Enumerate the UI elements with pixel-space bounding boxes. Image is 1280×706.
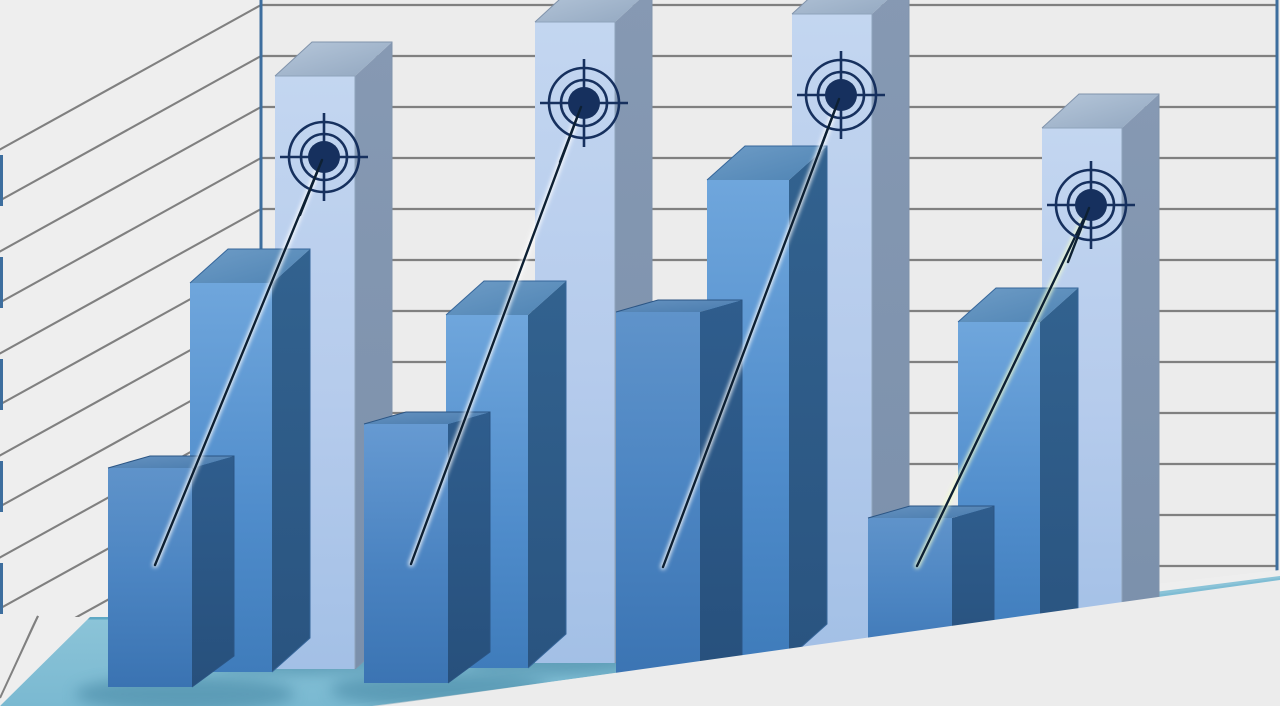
dark-bar-2-side — [448, 412, 490, 683]
floor-right-wedge — [378, 580, 1280, 706]
mid-bar-4-side — [1040, 288, 1078, 646]
needle-4 — [915, 206, 1091, 568]
dark-bar-2 — [363, 411, 491, 684]
mid-bar-2-side — [528, 281, 566, 668]
light-bar-3-side — [872, 0, 909, 655]
dark-bar-2-front — [364, 424, 448, 683]
light-bar-2-top — [535, 0, 639, 22]
light-bar-3-top — [792, 0, 888, 14]
target-markers — [280, 51, 1135, 249]
target-marker-3-icon[interactable] — [797, 51, 885, 139]
dark-bar-3-front — [616, 312, 700, 687]
mid-bar-2-top — [446, 281, 566, 315]
dark-bar-3 — [615, 299, 743, 688]
target-marker-2-icon[interactable] — [540, 59, 628, 147]
light-bar-4-top — [1042, 94, 1159, 128]
dark-bar-1-side — [192, 456, 234, 687]
needle-2 — [409, 105, 583, 566]
mid-bar-3-top — [707, 146, 827, 180]
light-bar-1-top — [275, 42, 392, 76]
needle-tips — [298, 97, 1091, 264]
target-marker-1-icon[interactable] — [280, 113, 368, 201]
dark-bar-1 — [107, 455, 235, 688]
dark-bar-3-side — [700, 300, 742, 687]
needle-3 — [661, 97, 841, 569]
mid-bar-3-side — [789, 146, 827, 658]
mid-bar-1-side — [272, 249, 310, 672]
needle-1 — [153, 158, 324, 567]
target-marker-4-icon[interactable] — [1047, 161, 1135, 249]
light-bar-4-side — [1122, 94, 1159, 641]
needles-group — [152, 96, 1092, 570]
